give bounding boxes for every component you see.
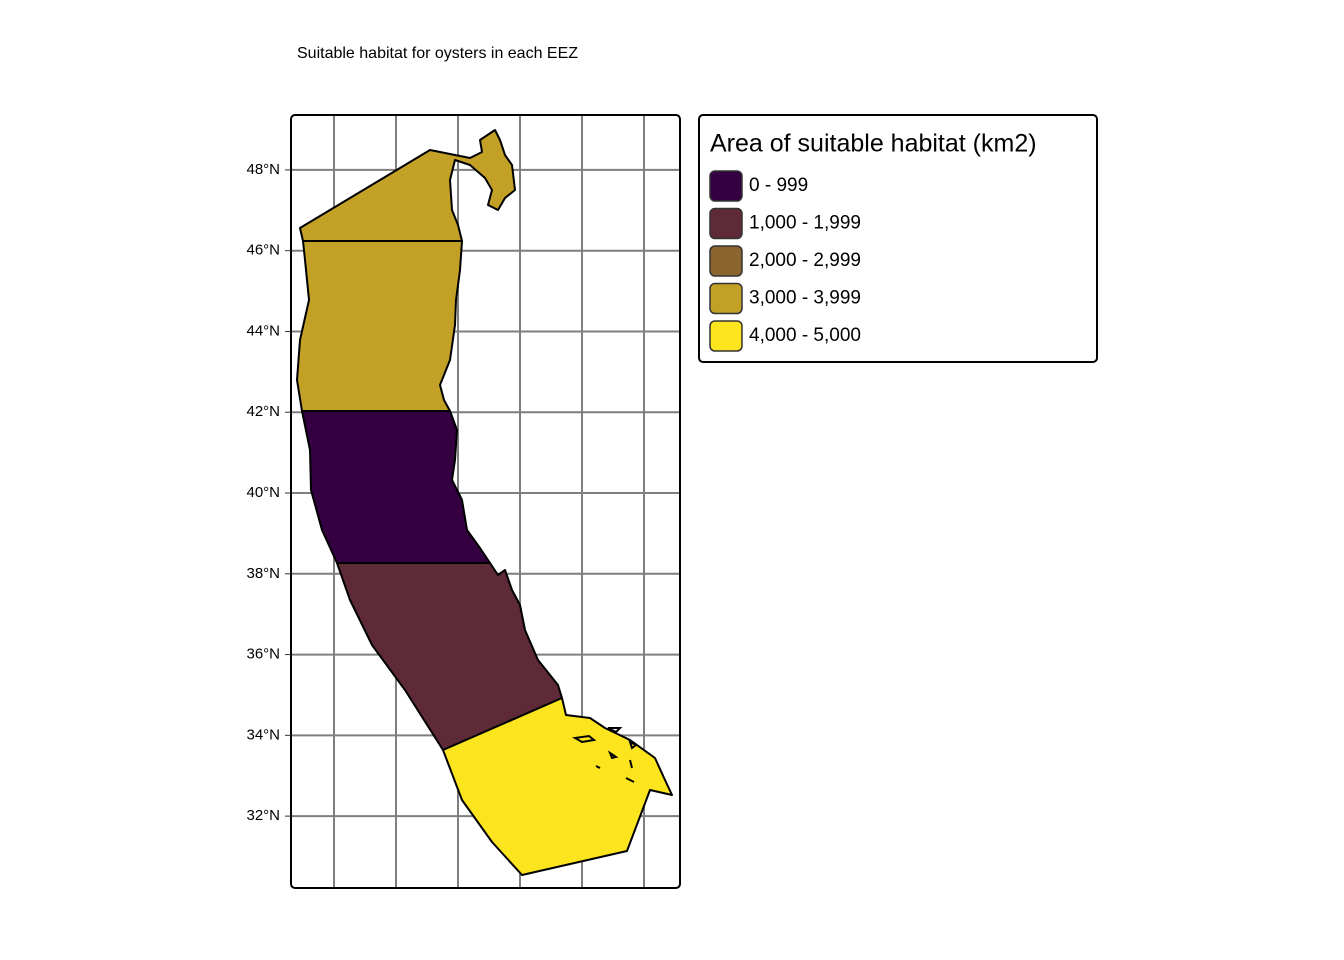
legend-label: 3,000 - 3,999 [749, 288, 861, 309]
legend-label: 1,000 - 1,999 [749, 213, 861, 234]
eez-region [301, 410, 491, 564]
island [607, 727, 623, 734]
islands [571, 727, 638, 783]
legend-label: 0 - 999 [749, 175, 808, 196]
legend-items: 0 - 999 1,000 - 1,999 2,000 - 2,999 3,000 -… [709, 170, 861, 352]
y-tick-label: 46°N [246, 242, 280, 259]
y-tick-label: 36°N [246, 646, 280, 663]
legend-title: Area of suitable habitat (km2) [710, 130, 1037, 158]
eez-region [442, 697, 673, 876]
eez-region [296, 240, 463, 412]
latitude-labels: 48°N 46°N 44°N 42°N 40°N 38°N 36°N 34°N 32°N [246, 161, 291, 824]
island [628, 740, 638, 750]
island [625, 777, 635, 783]
legend-label: 4,000 - 5,000 [749, 325, 861, 346]
legend-frame [698, 114, 1098, 363]
legend-label: 2,000 - 2,999 [749, 250, 861, 271]
island [629, 759, 633, 769]
eez-region [336, 562, 563, 751]
eez-region [299, 129, 516, 242]
y-tick-label: 32°N [246, 807, 280, 824]
legend-swatch [709, 207, 743, 240]
legend-swatch [709, 320, 743, 352]
map-title: Suitable habitat for oysters in each EEZ [297, 45, 578, 62]
y-tick-label: 34°N [246, 726, 280, 743]
legend-swatch [709, 245, 743, 277]
island [607, 750, 619, 760]
y-tick-label: 38°N [246, 565, 280, 582]
legend-swatch [709, 170, 743, 202]
legend-swatch [709, 282, 743, 315]
map-frame [290, 114, 681, 889]
y-tick-label: 48°N [246, 161, 280, 178]
y-tick-label: 42°N [246, 403, 280, 420]
island [595, 765, 601, 769]
y-tick-label: 44°N [246, 322, 280, 339]
y-tick-label: 40°N [246, 484, 280, 501]
eez-regions [296, 129, 673, 876]
island [571, 734, 597, 744]
